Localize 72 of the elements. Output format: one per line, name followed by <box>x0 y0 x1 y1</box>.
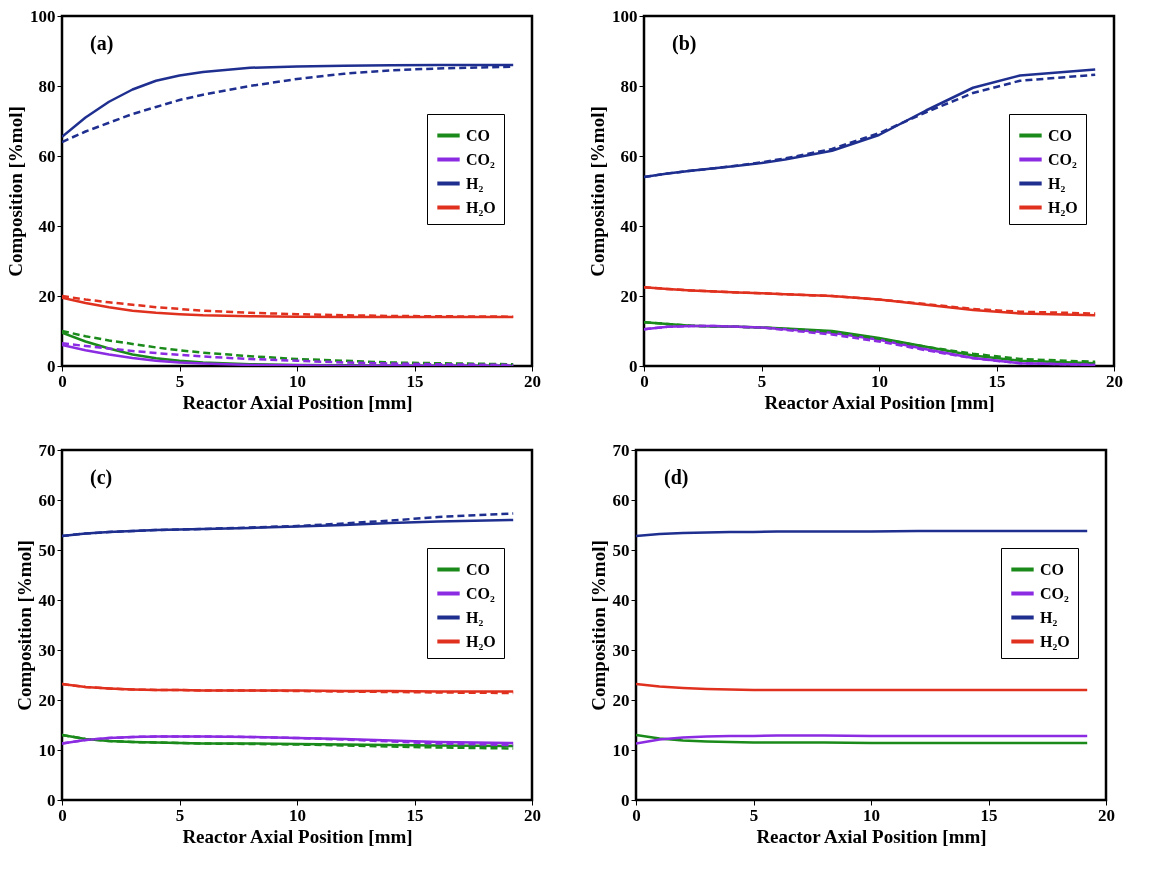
y-tick-label: 20 <box>38 690 56 710</box>
legend-label: CO <box>1040 560 1064 578</box>
x-tick-label: 5 <box>749 805 759 825</box>
legend-label: H₂O <box>466 632 496 650</box>
y-tick-label: 40 <box>620 216 638 236</box>
y-tick-label: 0 <box>621 790 630 810</box>
x-tick-label: 5 <box>757 371 767 391</box>
legend-label: H₂ <box>466 174 484 192</box>
y-tick-label: 0 <box>47 356 56 376</box>
y-tick-label: 80 <box>38 76 56 96</box>
y-tick-label: 70 <box>612 440 630 460</box>
y-tick-label: 30 <box>612 640 630 660</box>
annotation: (a) <box>90 32 114 55</box>
x-tick-label: 10 <box>871 371 888 391</box>
y-tick-label: 40 <box>38 590 56 610</box>
legend-label: CO₂ <box>1048 150 1077 168</box>
y-tick-label: 100 <box>612 6 638 26</box>
x-axis-title: Reactor Axial Position [mm] <box>756 825 987 847</box>
y-axis-title: Composition [%mol] <box>13 540 35 711</box>
x-tick-label: 10 <box>289 371 306 391</box>
x-tick-label: 5 <box>175 371 185 391</box>
y-axis-title: Composition [%mol] <box>587 106 608 277</box>
x-tick-label: 10 <box>289 805 306 825</box>
y-axis-title: Composition [%mol] <box>5 106 26 277</box>
legend-label: H₂ <box>1048 174 1066 192</box>
x-tick-label: 15 <box>406 371 424 391</box>
x-tick-label: 10 <box>863 805 880 825</box>
legend-label: H₂ <box>1040 608 1058 626</box>
x-axis-title: Reactor Axial Position [mm] <box>182 825 413 847</box>
y-tick-label: 100 <box>30 6 56 26</box>
x-tick-label: 15 <box>988 371 1006 391</box>
legend-label: CO <box>466 560 490 578</box>
y-axis-title: Composition [%mol] <box>587 540 609 711</box>
legend-label: H₂O <box>1048 198 1078 216</box>
legend-label: H₂O <box>1040 632 1070 650</box>
x-tick-label: 20 <box>1106 371 1123 391</box>
y-tick-label: 40 <box>38 216 56 236</box>
y-tick-label: 10 <box>612 740 630 760</box>
x-tick-label: 15 <box>980 805 998 825</box>
y-tick-label: 60 <box>38 490 56 510</box>
x-tick-label: 20 <box>524 371 541 391</box>
y-tick-label: 80 <box>620 76 638 96</box>
y-tick-label: 20 <box>612 690 630 710</box>
y-tick-label: 60 <box>612 490 630 510</box>
y-tick-label: 20 <box>620 286 638 306</box>
legend-label: CO₂ <box>466 584 495 602</box>
x-tick-label: 15 <box>406 805 424 825</box>
y-tick-label: 0 <box>47 790 56 810</box>
y-tick-label: 20 <box>38 286 56 306</box>
y-tick-label: 60 <box>620 146 638 166</box>
x-tick-label: 20 <box>1098 805 1115 825</box>
annotation: (c) <box>90 466 113 489</box>
x-axis-title: Reactor Axial Position [mm] <box>182 391 413 413</box>
legend-label: CO <box>1048 126 1072 144</box>
legend-label: H₂ <box>466 608 484 626</box>
x-tick-label: 20 <box>524 805 541 825</box>
y-tick-label: 50 <box>612 540 630 560</box>
y-tick-label: 0 <box>629 356 638 376</box>
y-tick-label: 40 <box>612 590 630 610</box>
legend-label: H₂O <box>466 198 496 216</box>
y-tick-label: 70 <box>38 440 56 460</box>
legend-label: CO₂ <box>1040 584 1069 602</box>
y-tick-label: 10 <box>38 740 56 760</box>
legend-label: CO₂ <box>466 150 495 168</box>
y-tick-label: 30 <box>38 640 56 660</box>
legend-label: CO <box>466 126 490 144</box>
x-axis-title: Reactor Axial Position [mm] <box>764 391 995 413</box>
y-tick-label: 50 <box>38 540 56 560</box>
x-tick-label: 5 <box>175 805 185 825</box>
annotation: (d) <box>664 466 689 489</box>
annotation: (b) <box>672 32 697 55</box>
y-tick-label: 60 <box>38 146 56 166</box>
